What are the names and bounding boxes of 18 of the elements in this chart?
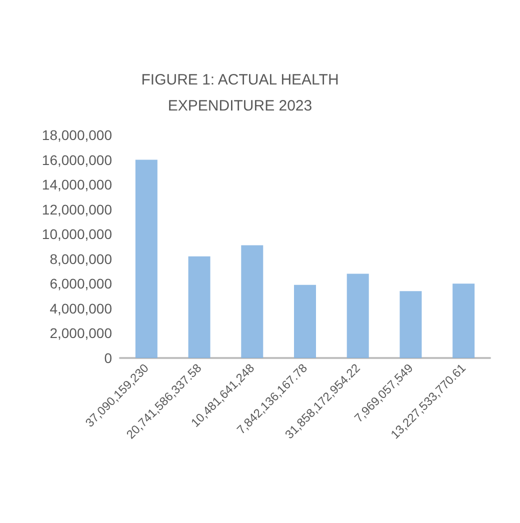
bar: [241, 245, 264, 358]
bar: [294, 284, 316, 358]
bar: [400, 291, 422, 358]
y-tick-label: 18,000,000: [42, 127, 112, 143]
y-tick-label: 2,000,000: [50, 325, 112, 342]
y-tick-label: 14,000,000: [42, 176, 112, 193]
y-tick-label: 0: [104, 350, 112, 366]
y-tick-label: 12,000,000: [42, 201, 112, 218]
y-tick-label: 4,000,000: [50, 300, 112, 316]
y-tick-label: 10,000,000: [42, 226, 112, 242]
bar: [188, 256, 210, 358]
bar: [135, 160, 158, 358]
bar: [346, 274, 369, 358]
y-tick-label: 8,000,000: [50, 250, 112, 267]
bar: [452, 284, 475, 358]
chart-title: FIGURE 1: ACTUAL HEALTH EXPENDITURE 2023: [141, 72, 339, 114]
y-tick-label: 16,000,000: [42, 152, 112, 168]
y-tick-label: 6,000,000: [50, 276, 112, 292]
